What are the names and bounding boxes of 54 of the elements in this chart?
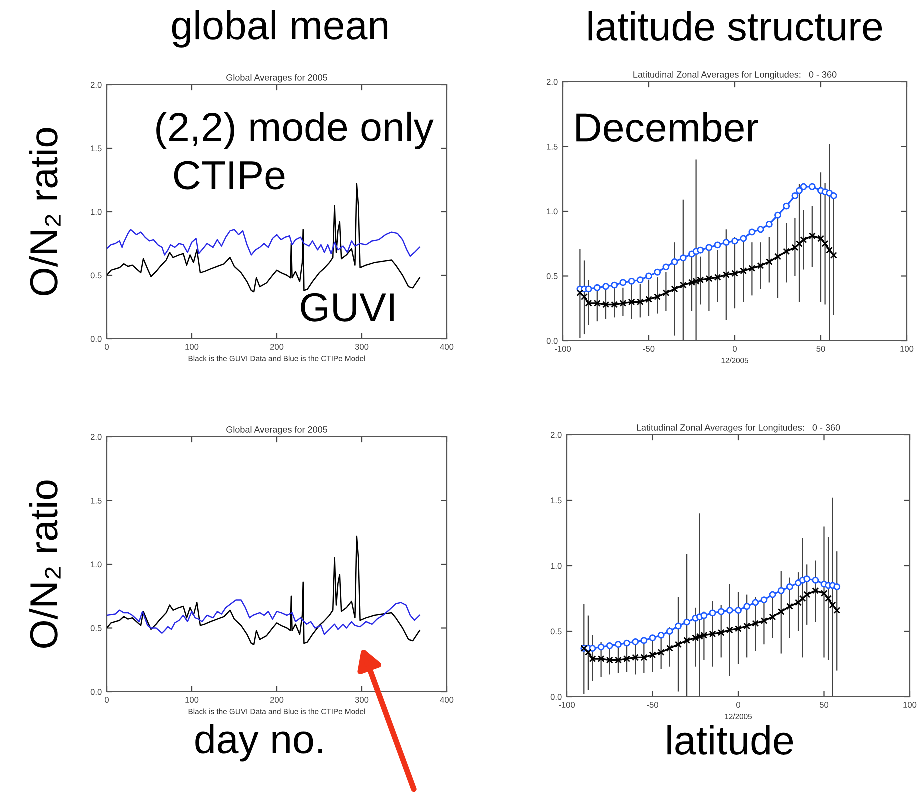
x-tick-label: 400 <box>440 697 454 703</box>
x-tick-label: 100 <box>900 346 914 352</box>
y-tick-label: 0.5 <box>550 628 562 635</box>
annotation: (2,2) mode only <box>156 112 434 150</box>
annotation: December <box>576 112 758 142</box>
y-tick-label: 1.0 <box>551 563 562 570</box>
y-tick-label: 0.0 <box>546 338 558 344</box>
text: day no. <box>196 724 322 762</box>
x-tick-label: 50 <box>816 346 826 352</box>
y-tick-label: 2.0 <box>90 82 102 88</box>
y-tick-label: 2.0 <box>546 79 558 86</box>
y-tick-label: 1.0 <box>91 562 102 568</box>
x-tick-label: 0 <box>105 697 109 703</box>
text: global mean <box>172 10 388 48</box>
x-tick-label: 200 <box>270 697 284 703</box>
y-tick-label: 1.5 <box>547 144 558 150</box>
y-tick-label: 1.5 <box>551 498 562 504</box>
y-axis-title: O/N₂ ratio <box>29 128 61 296</box>
y-tick-label: 0.0 <box>90 336 102 342</box>
y-tick-label: 2.0 <box>90 434 102 440</box>
x-tick-label: 50 <box>820 702 829 708</box>
y-tick-label: 0.5 <box>90 272 102 279</box>
x-tick-label: 300 <box>355 697 369 703</box>
x-tick-label: -50 <box>643 346 655 352</box>
y-tick-label: 1.5 <box>91 498 102 504</box>
y-tick-label: 0.5 <box>546 273 558 280</box>
chart-title: Global Averages for 2005 <box>226 74 328 83</box>
x-tick-label: 100 <box>186 344 199 350</box>
y-tick-label: 0.0 <box>90 689 102 696</box>
x-tick-label: 300 <box>355 344 369 350</box>
y-axis-title: O/N₂ ratio <box>29 480 61 648</box>
text: latitude <box>668 725 794 755</box>
chart-title: Global Averages for 2005 <box>226 426 328 435</box>
x-tick-label: 0 <box>736 702 740 708</box>
x-tick-label: -100 <box>559 702 576 708</box>
x-tick-label: 200 <box>270 344 284 350</box>
annotation: CTIPe <box>174 161 285 190</box>
y-tick-label: 0.0 <box>550 694 562 700</box>
y-tick-label: 1.5 <box>91 146 102 152</box>
x-tick-label: 100 <box>904 702 917 708</box>
x-tick-label: 100 <box>186 697 199 703</box>
x-tick-label: 400 <box>440 344 454 350</box>
x-tick-label: 0 <box>733 346 737 352</box>
y-tick-label: 2.0 <box>550 432 562 438</box>
x-tick-label: 0 <box>105 344 109 350</box>
y-tick-label: 1.0 <box>91 209 102 216</box>
x-tick-label: -50 <box>647 702 658 708</box>
annotation: GUVI <box>301 293 394 322</box>
text: latitude structure <box>588 11 882 42</box>
y-tick-label: 0.5 <box>90 625 102 632</box>
y-tick-label: 1.0 <box>547 208 558 215</box>
chart-title: Latitudinal Zonal Averages for Longitudes: 0 - 360 <box>637 424 840 433</box>
chart-title: Latitudinal Zonal Averages for Longitudes: 0 - 360 <box>634 71 837 80</box>
x-tick-label: -100 <box>555 346 572 352</box>
